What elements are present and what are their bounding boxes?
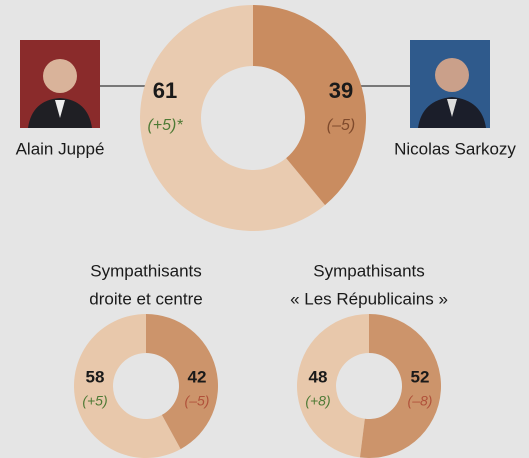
- donut-slice: [74, 314, 181, 458]
- chart-title: « Les Républicains »: [290, 289, 448, 308]
- donut-slice: [253, 5, 367, 206]
- value-label: 61: [153, 78, 177, 103]
- portrait-juppe: [20, 40, 100, 128]
- value-label: 48: [309, 367, 328, 386]
- value-label: 42: [188, 367, 207, 386]
- donut-slice: [297, 314, 369, 458]
- change-label: (+5): [82, 393, 107, 409]
- candidate-name: Nicolas Sarkozy: [394, 139, 516, 158]
- chart-title: droite et centre: [89, 289, 202, 308]
- value-label: 52: [411, 367, 430, 386]
- value-label: 58: [86, 367, 105, 386]
- chart-title: Sympathisants: [90, 261, 202, 280]
- change-label: (–5): [185, 393, 210, 409]
- change-label: (–8): [408, 393, 433, 409]
- value-label: 39: [329, 78, 353, 103]
- change-label: (–5): [327, 117, 355, 134]
- donut-slice: [359, 314, 442, 458]
- chart-title: Sympathisants: [313, 261, 425, 280]
- donut-slice: [146, 314, 218, 450]
- change-label: (+8): [305, 393, 330, 409]
- donut-slice: [140, 5, 326, 231]
- change-label: (+5)*: [147, 117, 183, 134]
- candidate-name: Alain Juppé: [16, 139, 105, 158]
- portrait-sarkozy: [410, 40, 490, 128]
